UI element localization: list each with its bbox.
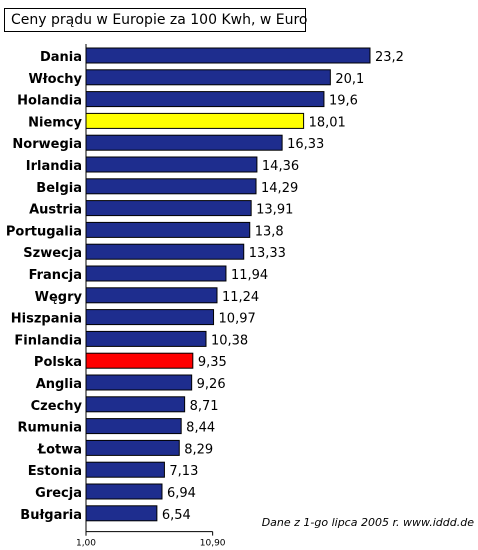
value-label-21: 6,54: [162, 508, 191, 523]
category-label-15: Anglia: [36, 377, 82, 392]
category-label-7: Austria: [29, 203, 82, 218]
value-label-15: 9,26: [197, 377, 226, 392]
category-label-20: Grecja: [35, 486, 82, 501]
bar-13: [85, 330, 207, 347]
bar-15: [85, 374, 193, 391]
bar-16: [85, 396, 186, 413]
value-label-11: 11,24: [222, 290, 259, 305]
bar-18: [85, 439, 180, 456]
bar-5: [85, 156, 258, 173]
category-label-4: Norwegia: [12, 137, 82, 152]
value-label-2: 19,6: [329, 94, 358, 109]
bar-11: [85, 287, 218, 304]
value-label-4: 16,33: [287, 137, 324, 152]
value-label-8: 13,8: [255, 224, 284, 239]
category-label-10: Francja: [29, 268, 82, 283]
category-label-14: Polska: [34, 355, 82, 370]
value-label-13: 10,38: [211, 333, 248, 348]
chart-title: Ceny prądu w Europie za 100 Kwh, w Euro: [4, 8, 308, 32]
source-note: Dane z 1-go lipca 2005 r. www.iddd.de: [261, 516, 474, 529]
value-label-14: 9,35: [198, 355, 227, 370]
category-label-8: Portugalia: [6, 224, 82, 239]
bar-20: [85, 483, 163, 500]
bar-8: [85, 221, 251, 238]
value-label-17: 8,44: [186, 421, 215, 436]
value-label-6: 14,29: [261, 181, 298, 196]
bar-19: [85, 461, 165, 478]
bar-6: [85, 178, 257, 195]
category-label-6: Belgia: [36, 181, 82, 196]
category-label-17: Rumunia: [17, 421, 82, 436]
category-label-18: Łotwa: [37, 442, 82, 457]
category-label-12: Hiszpania: [11, 312, 82, 327]
category-label-16: Czechy: [31, 399, 83, 414]
x-tick-label-1: 10,90: [200, 539, 226, 549]
bar-12: [85, 309, 215, 326]
value-label-16: 8,71: [190, 399, 219, 414]
bar-2: [85, 91, 325, 108]
category-label-3: Niemcy: [28, 115, 82, 130]
category-label-11: Węgry: [35, 290, 83, 305]
value-label-9: 13,33: [249, 246, 286, 261]
value-label-10: 11,94: [231, 268, 268, 283]
bar-14: [85, 352, 194, 369]
bar-17: [85, 418, 182, 435]
category-label-19: Estonia: [28, 464, 82, 479]
value-label-19: 7,13: [169, 464, 198, 479]
bar-0: [85, 47, 371, 64]
value-label-3: 18,01: [309, 115, 346, 130]
value-label-0: 23,2: [375, 50, 404, 65]
category-label-0: Dania: [40, 50, 82, 65]
bar-10: [85, 265, 227, 282]
category-label-2: Holandia: [17, 94, 82, 109]
bar-21: [85, 505, 158, 522]
category-label-21: Bułgaria: [20, 508, 82, 523]
category-label-1: Włochy: [28, 72, 82, 87]
value-label-20: 6,94: [167, 486, 196, 501]
bar-7: [85, 200, 252, 217]
bar-1: [85, 69, 331, 86]
bar-9: [85, 243, 245, 260]
value-label-1: 20,1: [335, 72, 364, 87]
category-label-5: Irlandia: [26, 159, 82, 174]
category-label-9: Szwecja: [23, 246, 82, 261]
bar-3: [85, 112, 305, 129]
value-label-7: 13,91: [256, 203, 293, 218]
x-tick-label-0: 1,00: [76, 539, 96, 549]
value-label-12: 10,97: [219, 312, 256, 327]
value-label-5: 14,36: [262, 159, 299, 174]
category-label-13: Finlandia: [14, 333, 82, 348]
bar-4: [85, 134, 283, 151]
value-label-18: 8,29: [184, 442, 213, 457]
